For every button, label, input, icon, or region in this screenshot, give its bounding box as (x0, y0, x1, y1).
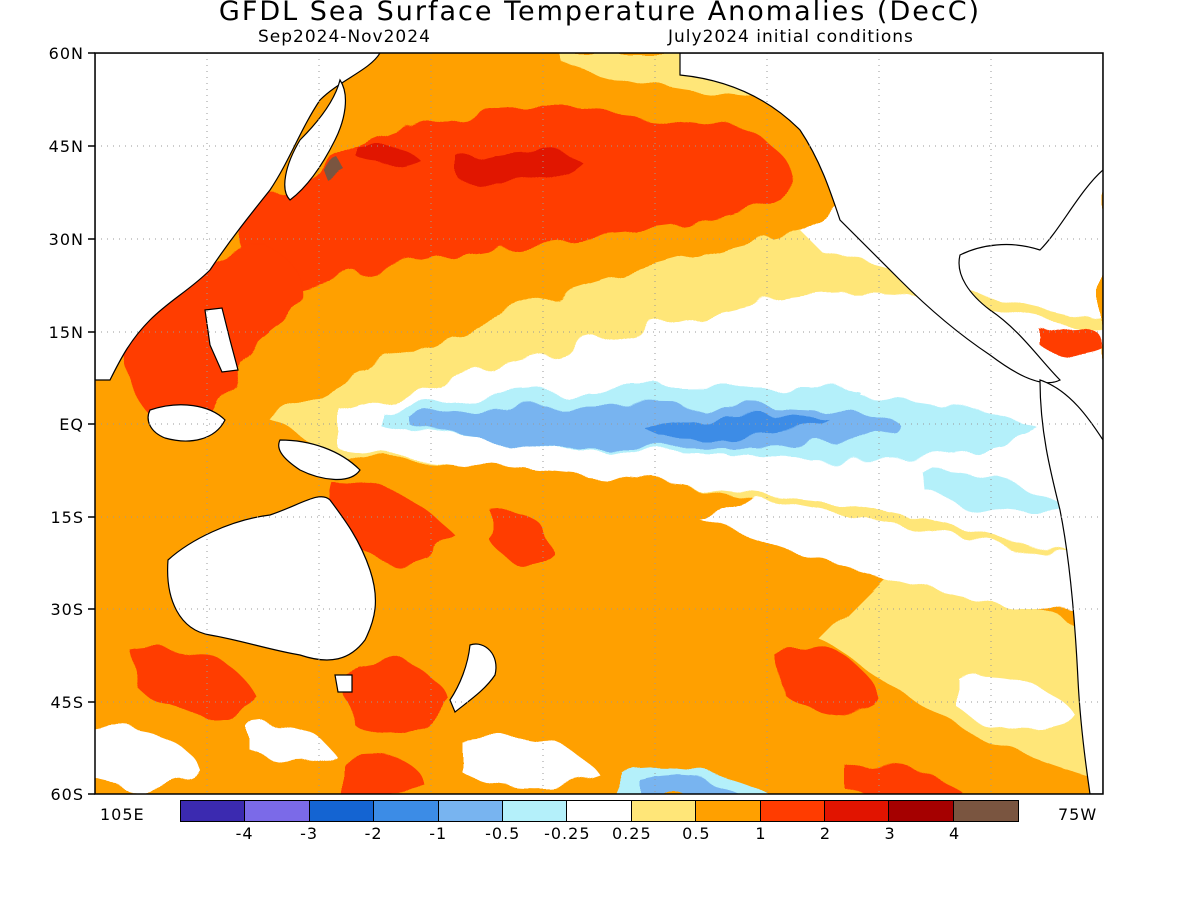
colorbar-label: 3 (884, 824, 896, 843)
brown-spot (324, 162, 350, 185)
colorbar-label: -0.25 (544, 824, 591, 843)
red-south-midlat (770, 647, 880, 713)
colorbar-swatch (631, 801, 697, 821)
japan-land (284, 78, 346, 201)
white-southwest (95, 727, 200, 787)
south-america-land (1039, 379, 1103, 794)
colorbar (180, 800, 1020, 822)
australia-land (167, 496, 376, 661)
lat-label-30n: 30N (48, 230, 84, 249)
colorbar-label: -1 (429, 824, 448, 843)
graticule (95, 53, 1103, 794)
new-guinea-land (278, 439, 361, 481)
lat-label-eq: EQ (59, 415, 84, 434)
red-south-lower (340, 754, 430, 794)
colorbar-swatch (374, 801, 439, 821)
colorbar-swatch (696, 801, 761, 821)
white-east-south (960, 677, 1080, 731)
colorbar-swatch (567, 801, 632, 821)
colorbar-swatch (760, 801, 825, 821)
colorbar-swatch (309, 801, 375, 821)
chart-title: GFDL Sea Surface Temperature Anomalies (… (218, 0, 982, 27)
dark-red-north-2 (360, 148, 420, 167)
lat-label-45n: 45N (48, 137, 84, 156)
blue-core (640, 415, 830, 438)
lat-label-60s: 60S (50, 785, 84, 804)
colorbar-label: -0.5 (485, 824, 521, 843)
lat-label-60n: 60N (48, 44, 84, 63)
colorbar-label: -3 (300, 824, 319, 843)
colorbar-swatch (181, 801, 246, 821)
red-south-central (490, 509, 550, 561)
white-south-2 (250, 726, 330, 760)
red-tasman (340, 660, 450, 738)
lat-label-15n: 15N (48, 323, 84, 342)
lat-label-45s: 45S (50, 693, 84, 712)
light-blue-patch-1 (700, 387, 860, 412)
asia-land (95, 53, 381, 381)
colorbar-label: 0.25 (612, 824, 652, 843)
light-blue-patch-2 (920, 470, 1070, 515)
maritime-continent-land (147, 404, 226, 442)
colorbar-swatch (502, 801, 568, 821)
colorbar-swatch (889, 801, 954, 821)
colorbar-swatch (953, 801, 1019, 821)
colorbar-label: -2 (364, 824, 383, 843)
new-zealand-land (449, 643, 497, 713)
red-southwest (130, 647, 260, 719)
period-subtitle: Sep2024-Nov2024 (258, 27, 431, 47)
colorbar-label: 4 (949, 824, 961, 843)
tasmania-land (334, 674, 353, 693)
lon-label-75w: 75W (1058, 805, 1098, 824)
landmasses (95, 53, 1103, 794)
initial-conditions-subtitle: July2024 initial conditions (668, 27, 914, 47)
neutral-south-east (700, 500, 1103, 620)
colorbar-label: 2 (819, 824, 832, 843)
colorbar-swatch (245, 801, 310, 821)
north-america-land (679, 53, 1103, 384)
colorbar-label: 1 (755, 824, 767, 843)
medium-blue-south (640, 775, 740, 794)
colorbar-swatch (438, 801, 503, 821)
lon-label-105e: 105E (100, 805, 145, 824)
dark-red-north (460, 146, 580, 184)
red-south-east (850, 765, 960, 794)
philippines-land (204, 307, 239, 373)
colorbar-label: -4 (235, 824, 254, 843)
lat-label-15s: 15S (50, 508, 84, 527)
white-south-mid (460, 736, 600, 786)
axis-ticks (88, 52, 95, 795)
colorbar-label: 0.5 (682, 824, 711, 843)
lat-label-30s: 30S (50, 600, 84, 619)
colorbar-swatch (824, 801, 890, 821)
